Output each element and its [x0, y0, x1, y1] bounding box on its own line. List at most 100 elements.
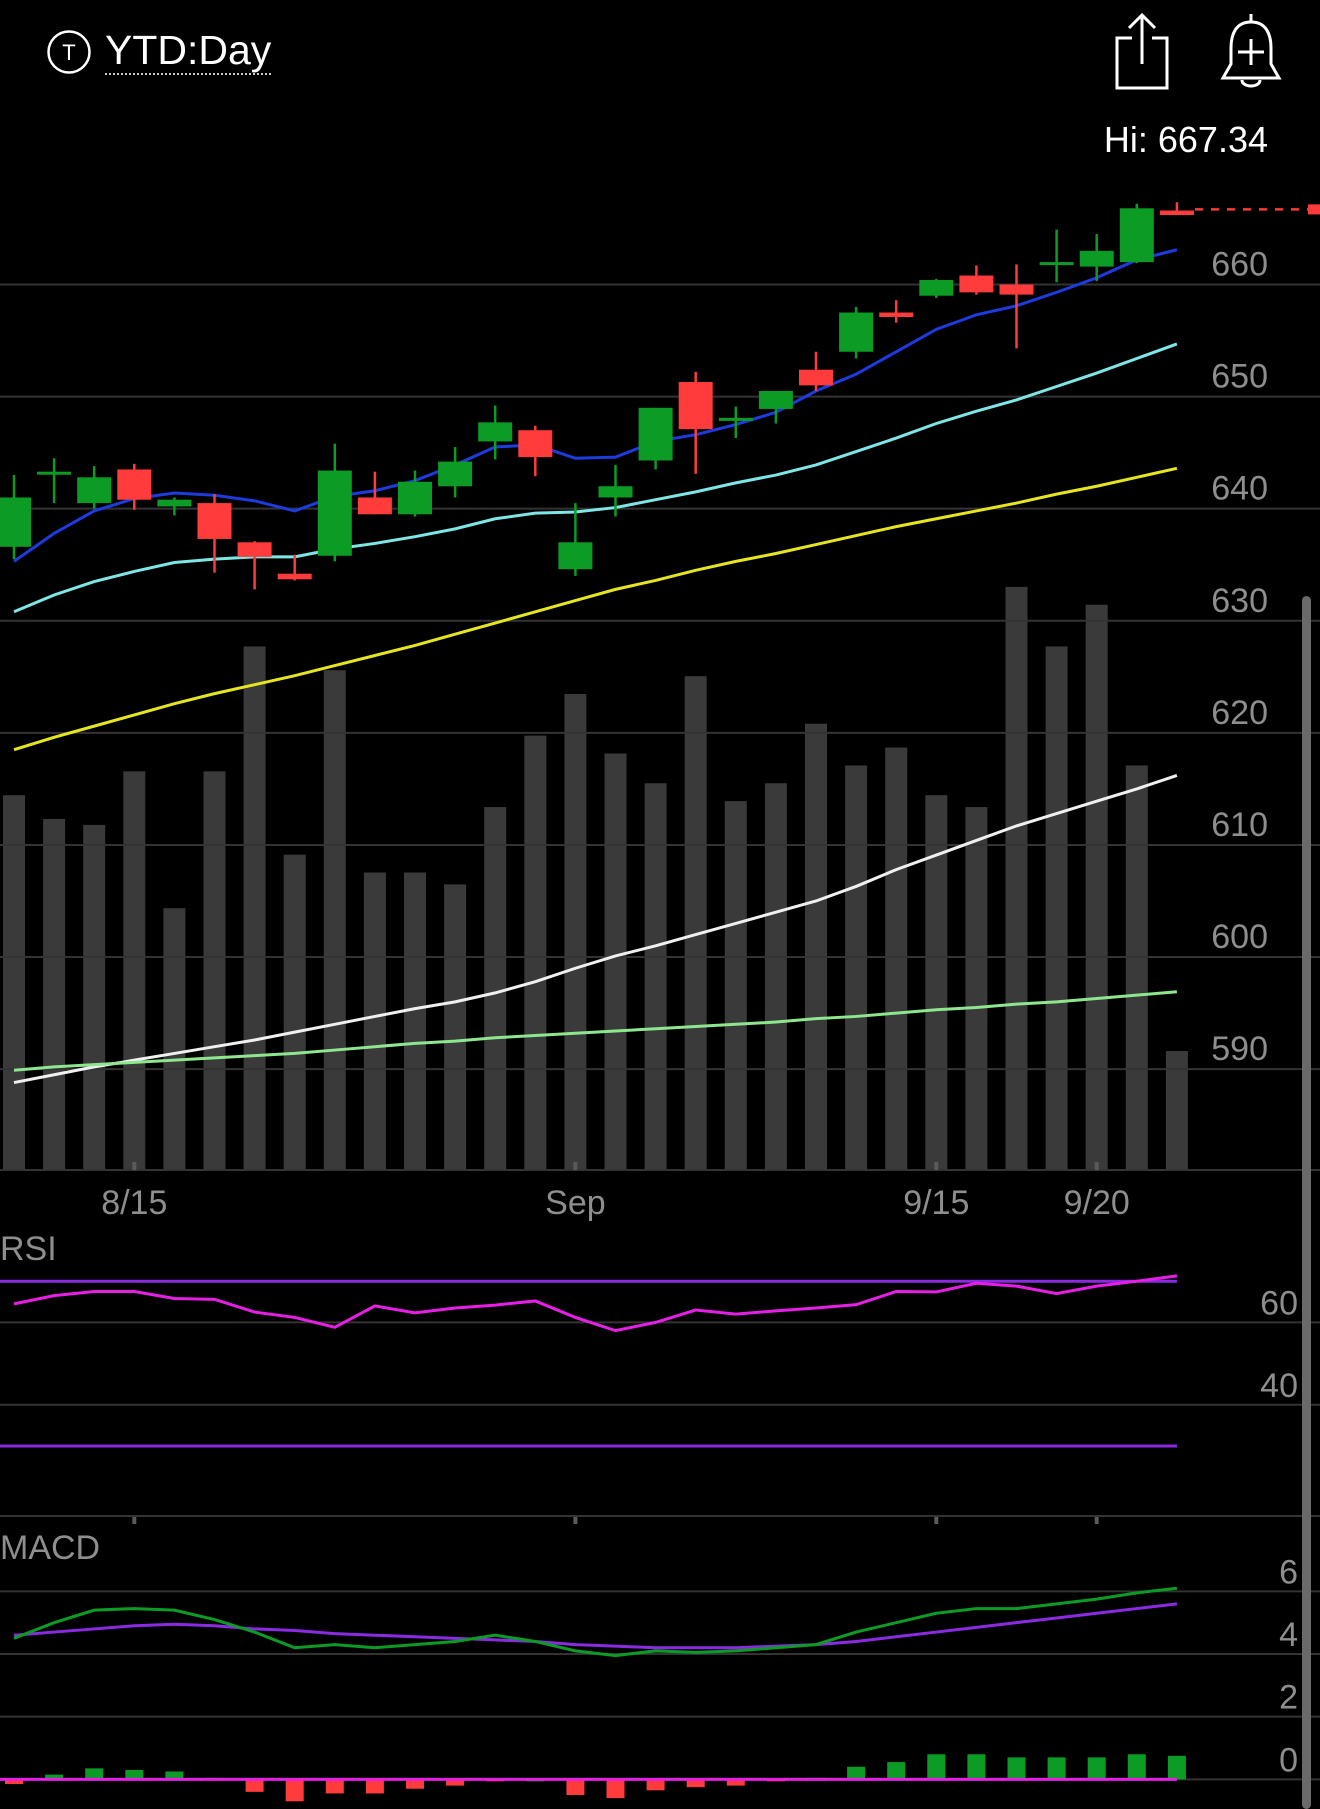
- macd-histogram-bar: [285, 1779, 304, 1802]
- price-tick-label: 630: [1211, 582, 1268, 620]
- candle-body: [1119, 208, 1154, 263]
- candle-body: [959, 275, 994, 293]
- scrollbar[interactable]: [1302, 596, 1311, 1809]
- candle-body: [1079, 250, 1114, 267]
- candle-body: [839, 312, 874, 352]
- candle-body: [317, 470, 352, 556]
- price-tick-label: 610: [1211, 806, 1268, 844]
- volume-bar: [644, 783, 667, 1170]
- price-tick-label: 600: [1211, 918, 1268, 956]
- volume-bar: [404, 872, 426, 1170]
- candle-body: [678, 382, 713, 430]
- x-tick-label: 8/15: [101, 1184, 167, 1222]
- volume-bar: [684, 676, 707, 1170]
- volume-bar: [524, 735, 547, 1170]
- rsi-line: [13, 1274, 1178, 1333]
- macd-histogram-bar: [245, 1779, 264, 1792]
- candle-body: [919, 280, 954, 296]
- macd-histogram-bar: [887, 1762, 906, 1780]
- volume-bar: [845, 765, 868, 1170]
- candle-body: [237, 542, 272, 557]
- macd-histogram-bar: [165, 1771, 184, 1780]
- macd-title: MACD: [0, 1529, 100, 1567]
- moving-average-line: [13, 342, 1178, 614]
- volume-bar: [123, 771, 146, 1170]
- macd-histogram-bar: [726, 1779, 745, 1786]
- x-tick-label: Sep: [545, 1184, 606, 1222]
- high-price-label: Hi: 667.34: [1103, 119, 1268, 160]
- period-selector[interactable]: YTD:Day: [105, 22, 272, 78]
- volume-bar: [965, 807, 988, 1170]
- price-tick-label: 660: [1211, 246, 1268, 284]
- candle-body: [0, 497, 31, 547]
- candle-body: [37, 471, 72, 475]
- macd-tick-label: 6: [1279, 1553, 1298, 1591]
- volume-bar: [363, 872, 386, 1170]
- candle-body: [558, 542, 593, 570]
- price-tick-label: 640: [1211, 470, 1268, 508]
- moving-average-line: [13, 466, 1178, 752]
- macd-histogram-bar: [686, 1779, 705, 1788]
- volume-bar: [1005, 586, 1028, 1170]
- volume-bar: [3, 795, 25, 1170]
- macd-tick-label: 2: [1279, 1679, 1298, 1717]
- rsi-title: RSI: [0, 1230, 57, 1268]
- macd-histogram-bar: [1167, 1755, 1186, 1780]
- macd-histogram-bar: [566, 1779, 585, 1795]
- price-tick-label: 650: [1211, 358, 1268, 396]
- volume-bar: [484, 807, 507, 1170]
- macd-tick-label: 0: [1279, 1741, 1298, 1779]
- candle-body: [799, 369, 833, 386]
- ticker-badge: T: [47, 30, 91, 74]
- macd-histogram-bar: [646, 1779, 665, 1791]
- share-icon[interactable]: [1114, 12, 1170, 92]
- volume-bar: [323, 670, 346, 1170]
- volume-bar: [1085, 604, 1108, 1170]
- volume-bar: [243, 646, 266, 1170]
- candle-body: [478, 422, 513, 442]
- volume-bar: [163, 908, 186, 1170]
- moving-average-line: [13, 990, 1178, 1072]
- price-tick-label: 620: [1211, 694, 1268, 732]
- x-tick-label: 9/15: [903, 1184, 969, 1222]
- candle-body: [879, 312, 914, 318]
- candle-body: [598, 486, 633, 498]
- candle-body: [357, 497, 392, 515]
- candle-body: [77, 477, 112, 504]
- candle-body: [197, 503, 232, 539]
- candle-body: [758, 390, 793, 409]
- candle-body: [1159, 210, 1194, 216]
- volume-bar: [283, 854, 306, 1170]
- rsi-tick-label: 60: [1260, 1284, 1298, 1322]
- volume-bar: [43, 818, 66, 1170]
- volume-bar: [724, 801, 747, 1170]
- candle-body: [1039, 262, 1074, 266]
- macd-histogram-bar: [1007, 1757, 1026, 1780]
- macd-histogram-bar: [1047, 1757, 1066, 1780]
- macd-tick-label: 4: [1279, 1616, 1298, 1654]
- volume-bar: [805, 723, 827, 1170]
- macd-histogram-bar: [325, 1779, 344, 1794]
- candle-body: [438, 461, 473, 487]
- volume-bar: [604, 753, 627, 1170]
- volume-bar: [885, 747, 908, 1170]
- ticker-badge-letter: T: [62, 40, 75, 65]
- macd-histogram-bar: [45, 1774, 64, 1780]
- macd-histogram-bar: [125, 1769, 144, 1780]
- macd-signal-line: [13, 1602, 1178, 1650]
- macd-histogram-bar: [847, 1766, 866, 1780]
- volume-bar: [1165, 1051, 1188, 1170]
- volume-bar: [925, 795, 948, 1170]
- macd-histogram-bar: [365, 1779, 384, 1794]
- period-label: YTD:Day: [105, 27, 272, 75]
- volume-bar: [764, 783, 787, 1170]
- candle-body: [518, 430, 553, 458]
- macd-histogram-bar: [406, 1779, 424, 1789]
- moving-average-line: [13, 774, 1178, 1085]
- macd-histogram-bar: [606, 1779, 625, 1799]
- bell-plus-icon[interactable]: [1220, 12, 1282, 92]
- macd-histogram-bar: [1127, 1754, 1146, 1780]
- candle-body: [638, 407, 673, 461]
- macd-histogram-bar: [85, 1768, 104, 1780]
